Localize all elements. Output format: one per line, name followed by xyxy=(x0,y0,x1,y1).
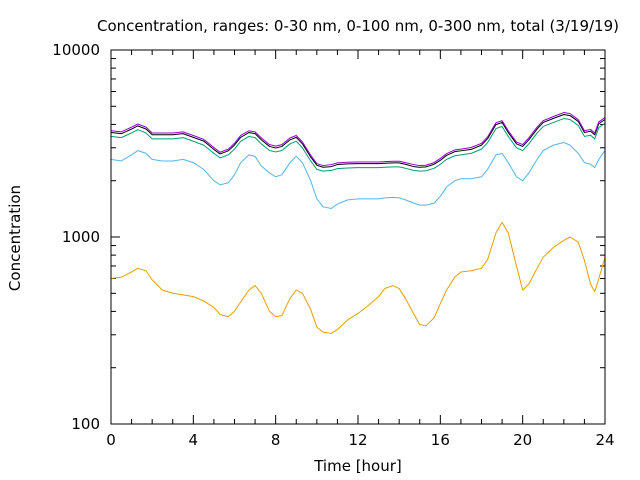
series-layer xyxy=(110,112,606,334)
x-tick-label: 8 xyxy=(271,431,281,449)
series-line-2 xyxy=(110,142,606,210)
x-tick-label: 0 xyxy=(106,431,116,449)
y-tick-label: 10000 xyxy=(52,41,100,59)
chart-title: Concentration, ranges: 0-30 nm, 0-100 nm… xyxy=(97,17,619,35)
x-tick-label: 4 xyxy=(189,431,199,449)
plot-frame xyxy=(110,49,606,425)
y-axis-label: Concentration xyxy=(6,185,24,291)
x-tick-label: 16 xyxy=(431,431,450,449)
series-line-4 xyxy=(110,113,606,168)
x-axis-label: Time [hour] xyxy=(313,457,402,475)
y-tick-label: 100 xyxy=(71,415,100,433)
x-tick-label: 24 xyxy=(595,431,614,449)
x-tick-label: 12 xyxy=(348,431,367,449)
series-line-5 xyxy=(110,112,606,167)
series-line-1 xyxy=(110,221,606,334)
series-line-3 xyxy=(110,118,606,172)
axis-ticks: 0 4 8 12 16 20 24 100 1000 10000 xyxy=(52,41,614,449)
y-tick-label: 1000 xyxy=(62,228,100,246)
x-tick-label: 20 xyxy=(513,431,532,449)
